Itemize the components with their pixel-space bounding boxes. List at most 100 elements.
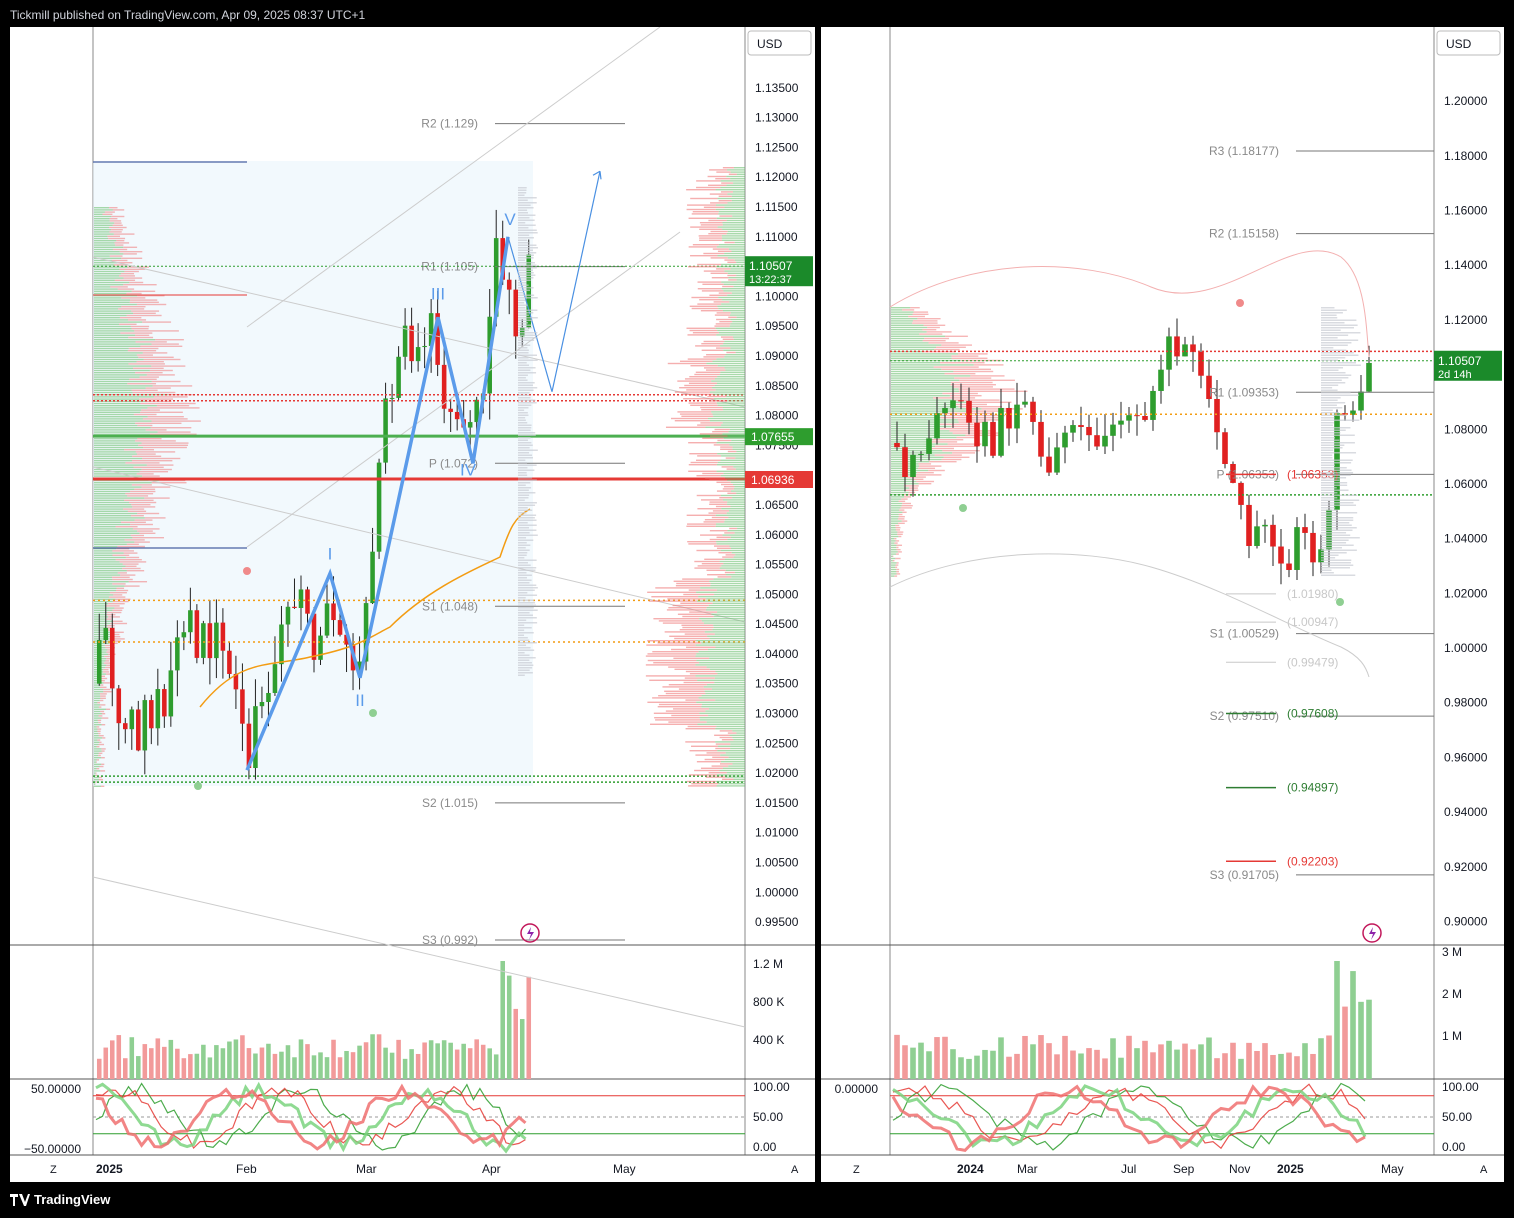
- right-profile-down-bar: [718, 292, 732, 294]
- volume-axis-tick: 1 M: [1442, 1029, 1462, 1043]
- pivot-level-label: S3 (0.91705): [1210, 868, 1279, 882]
- right-profile-down-bar: [688, 442, 717, 444]
- gray-profile-bar: [518, 379, 528, 381]
- right-profile-up-bar: [730, 312, 745, 314]
- volume-profile-up-bar: [891, 410, 973, 412]
- volume-profile-up-bar: [94, 299, 131, 301]
- extra-level-label: (1.00947): [1287, 615, 1338, 629]
- right-profile-down-bar: [677, 380, 712, 382]
- volume-profile-up-bar: [891, 340, 923, 342]
- right-profile-up-bar: [728, 510, 745, 512]
- volume-bar: [350, 1052, 356, 1079]
- candle-body: [422, 345, 427, 348]
- gray-profile-bar: [1321, 474, 1351, 476]
- volume-profile-down-bar: [167, 394, 193, 396]
- green-level-value: 1.07655: [751, 430, 795, 444]
- volume-profile-down-bar: [109, 226, 127, 229]
- right-profile-down-bar: [690, 255, 718, 257]
- right-profile-up-bar: [736, 279, 745, 281]
- right-profile-up-bar: [727, 400, 745, 402]
- volume-profile-down-bar: [951, 357, 988, 359]
- gray-profile-bar: [518, 372, 537, 374]
- volume-profile-up-bar: [94, 684, 101, 686]
- publisher-header: Tickmill published on TradingView.com, A…: [10, 8, 366, 22]
- volume-profile-down-bar: [151, 365, 186, 367]
- volume-profile-down-bar: [117, 262, 133, 264]
- volume-profile-down-bar: [100, 710, 105, 713]
- price-axis-tick: 0.98000: [1444, 696, 1488, 710]
- price-axis-tick: 1.03000: [755, 707, 799, 721]
- volume-profile-up-bar: [891, 557, 896, 560]
- right-profile-down-bar: [703, 270, 725, 272]
- volume-bar: [207, 1057, 213, 1079]
- volume-profile-up-bar: [891, 313, 913, 315]
- right-profile-down-bar: [701, 409, 724, 411]
- right-chart-panel[interactable]: USD R3 (1.18177) R2 (1.15158) R1 (1.09353) P…: [821, 27, 1504, 1182]
- volume-profile-down-bar: [140, 345, 183, 347]
- volume-profile-down-bar: [107, 611, 122, 614]
- right-profile-down-bar: [697, 565, 722, 567]
- candle-body: [142, 700, 148, 751]
- right-profile-down-bar: [710, 435, 728, 437]
- volume-profile-down-bar: [124, 449, 154, 451]
- gray-profile-bar: [1321, 469, 1352, 471]
- volume-profile-down-bar: [119, 251, 143, 253]
- volume-profile-up-bar: [94, 688, 104, 691]
- gray-profile-bar: [518, 557, 525, 559]
- volume-profile-up-bar: [94, 721, 99, 724]
- price-axis-tick: 1.00000: [1444, 641, 1488, 655]
- right-profile-up-bar: [727, 503, 745, 505]
- price-axis-tick: 1.02000: [1444, 586, 1488, 600]
- right-profile-up-bar: [727, 202, 745, 204]
- volume-bar: [214, 1045, 219, 1079]
- volume-profile-up-bar: [891, 546, 897, 549]
- volume-profile-down-bar: [112, 600, 129, 603]
- volume-profile-up-bar: [891, 447, 932, 450]
- right-profile-down-bar: [724, 571, 735, 574]
- gray-profile-bar: [518, 429, 531, 431]
- volume-profile-up-bar: [891, 307, 911, 309]
- volume-profile-down-bar: [109, 638, 125, 640]
- volume-profile-down-bar: [100, 680, 105, 682]
- right-profile-up-bar: [731, 439, 745, 442]
- right-profile-up-bar: [710, 582, 745, 585]
- volume-profile-down-bar: [942, 392, 978, 395]
- left-chart-panel[interactable]: USD R2 (1.129) R1 (1.105) P (1.072) S1 (1.04…: [10, 27, 815, 1182]
- volume-bar: [1262, 1043, 1268, 1079]
- volume-profile-down-bar: [98, 779, 103, 781]
- gray-profile-bar: [518, 294, 535, 296]
- gray-profile-bar: [518, 367, 536, 369]
- right-profile-up-bar: [720, 754, 745, 756]
- gray-profile-bar: [1321, 549, 1357, 551]
- volume-profile-down-bar: [134, 330, 179, 332]
- volume-profile-up-bar: [94, 275, 119, 277]
- gray-profile-bar: [518, 592, 528, 594]
- right-profile-down-bar: [712, 431, 729, 433]
- volume-profile-down-bar: [958, 406, 1003, 408]
- right-profile-down-bar: [674, 391, 710, 393]
- price-axis-tick: 1.13000: [755, 111, 799, 125]
- gray-profile-bar: [518, 382, 535, 384]
- right-profile-down-bar: [703, 340, 725, 343]
- gray-profile-bar: [518, 214, 536, 216]
- right-profile-down-bar: [699, 228, 723, 230]
- volume-profile-up-bar: [94, 457, 142, 460]
- volume-profile-down-bar: [896, 573, 901, 575]
- right-profile-up-bar: [699, 712, 745, 714]
- extra-level-label: (0.92203): [1287, 854, 1338, 868]
- volume-profile-down-bar: [897, 518, 905, 520]
- volume-profile-down-bar: [123, 552, 138, 554]
- right-profile-up-bar: [724, 367, 745, 369]
- volume-profile-down-bar: [905, 489, 919, 491]
- candle-body: [253, 706, 258, 769]
- volume-profile-up-bar: [94, 339, 156, 341]
- volume-profile-down-bar: [138, 356, 174, 358]
- candle-body: [149, 700, 154, 729]
- right-profile-down-bar: [687, 725, 717, 728]
- right-profile-up-bar: [722, 767, 745, 769]
- volume-profile-down-bar: [943, 456, 970, 458]
- right-profile-down-bar: [689, 305, 718, 307]
- candle-body: [103, 627, 109, 641]
